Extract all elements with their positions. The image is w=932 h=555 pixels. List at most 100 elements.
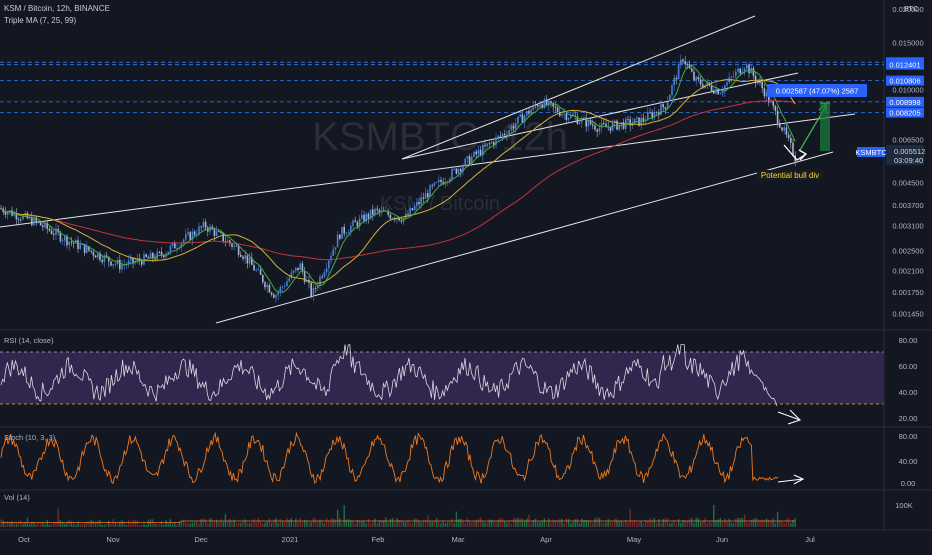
volume-bar: [103, 524, 106, 527]
candle-body: [440, 179, 442, 182]
volume-bar: [86, 521, 88, 527]
volume-bar: [451, 518, 453, 527]
volume-bar: [552, 519, 554, 527]
volume-bar: [72, 523, 75, 527]
candle-body: [77, 240, 79, 250]
candle-body: [363, 214, 365, 222]
volume-bar: [110, 523, 112, 527]
candle-body: [83, 244, 86, 253]
candle-body: [552, 102, 554, 107]
volume-bar: [587, 520, 590, 527]
indicator-title[interactable]: Triple MA (7, 25, 99): [4, 16, 77, 25]
candle-body: [365, 213, 367, 222]
volume-bar: [372, 521, 374, 527]
volume-bar: [323, 523, 326, 527]
volume-bar: [191, 522, 194, 527]
candle-body: [433, 182, 436, 186]
candle-body: [732, 76, 735, 78]
candle-body: [721, 91, 724, 94]
candle-body: [640, 117, 642, 126]
volume-bar: [189, 523, 191, 527]
ma-99-line: [0, 100, 796, 261]
candle-body: [237, 246, 240, 255]
volume-bar: [704, 518, 706, 527]
volume-bar: [149, 519, 152, 527]
long-trend-line[interactable]: [0, 113, 856, 228]
candle-body: [70, 241, 73, 243]
candle-body: [660, 104, 662, 115]
candle-body: [572, 114, 574, 116]
channel-upper-line[interactable]: [401, 15, 756, 160]
volume-bar: [2, 520, 4, 527]
candle-body: [739, 68, 741, 74]
volume-bar: [17, 521, 20, 527]
candle-body: [453, 168, 455, 170]
projection-badge-bg: [767, 84, 867, 97]
volume-bar: [576, 518, 579, 527]
candle-body: [279, 287, 282, 292]
candle-body: [317, 285, 319, 289]
volume-bar: [154, 523, 156, 527]
volume-bar: [631, 521, 634, 527]
candle-body: [262, 274, 264, 283]
support-trend-line[interactable]: [215, 151, 834, 324]
volume-bar: [380, 520, 383, 527]
candle-body: [541, 104, 543, 108]
volume-bar: [389, 519, 392, 527]
candle-body: [706, 82, 708, 85]
candle-body: [781, 127, 783, 131]
volume-bar: [88, 521, 90, 527]
candle-body: [596, 129, 598, 132]
channel-mid-line[interactable]: [401, 72, 799, 160]
candle-body: [790, 137, 792, 143]
volume-bar: [543, 518, 546, 527]
candle-body: [677, 64, 680, 80]
price-axis[interactable]: 0.020000 0.015000 0.010000 0.006500 0.004500…: [892, 5, 923, 319]
volume-bar: [405, 522, 407, 527]
volume-bar: [244, 519, 246, 527]
volume-bar: [94, 521, 97, 527]
volume-bar: [226, 520, 229, 527]
volume-bar: [468, 520, 471, 527]
volume-bar: [310, 522, 312, 527]
candle-body: [686, 64, 689, 65]
volume-bar: [420, 522, 422, 527]
volume-bar: [246, 522, 249, 527]
volume-bar: [90, 519, 92, 527]
candle-body: [213, 229, 216, 237]
volume-bar: [81, 523, 84, 527]
volume-bar: [356, 520, 359, 527]
volume-bar: [121, 520, 123, 527]
time-axis[interactable]: Oct Nov Dec 2021 Feb Mar Apr May Jun Jul: [18, 535, 815, 544]
candle-body: [460, 168, 462, 172]
volume-bar: [20, 520, 22, 527]
volume-bar: [31, 521, 33, 527]
candle-body: [248, 257, 251, 264]
volume-bar: [550, 522, 552, 527]
volume-bar: [765, 518, 768, 527]
candle-body: [354, 220, 356, 223]
candle-body: [427, 193, 429, 198]
volume-bar: [255, 522, 257, 527]
volume-bar: [59, 520, 62, 527]
volume-bar: [759, 520, 761, 527]
candle-body: [180, 242, 183, 248]
volume-bar: [534, 518, 537, 527]
candle-body: [268, 284, 271, 293]
volume-bar: [746, 522, 748, 527]
candle-body: [567, 118, 570, 120]
volume-bar: [39, 523, 42, 527]
volume-bar: [407, 519, 409, 527]
candle-body: [482, 144, 484, 156]
candle-body: [521, 114, 524, 123]
symbol-title[interactable]: KSM / Bitcoin, 12h, BINANCE: [4, 4, 110, 13]
volume-bar: [295, 518, 297, 527]
trend-lines[interactable]: [0, 15, 856, 324]
volume-bar: [28, 523, 31, 527]
candle-body: [189, 232, 191, 240]
candle-body: [554, 106, 557, 108]
volume-bar: [347, 519, 350, 527]
volume-bar: [350, 520, 352, 527]
